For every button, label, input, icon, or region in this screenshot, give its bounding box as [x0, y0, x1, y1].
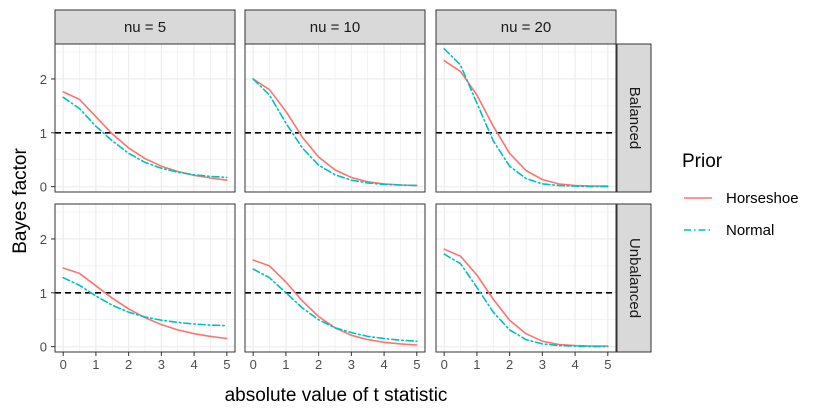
- legend-label-normal: Normal: [726, 222, 774, 239]
- x-tick-label: 2: [506, 357, 513, 372]
- strip-label-nu-5: nu = 5: [124, 19, 166, 36]
- series-line-horseshoe-balanced-nu-20: [443, 59, 609, 187]
- panel-border-balanced-nu-10: [244, 43, 426, 193]
- x-tick-label: 5: [413, 357, 420, 372]
- x-axis-title: absolute value of t statistic: [225, 385, 448, 406]
- strip-nu-10: [244, 9, 426, 45]
- legend-title: Prior: [682, 151, 723, 172]
- x-tick-label: 4: [571, 357, 578, 372]
- y-tick-label: 1: [40, 126, 47, 141]
- strip-label-unbalanced: Unbalanced: [626, 238, 643, 318]
- x-tick-label: 4: [190, 357, 197, 372]
- strip-balanced: [616, 43, 652, 193]
- x-tick-label: 3: [158, 357, 165, 372]
- x-tick-label: 1: [92, 357, 99, 372]
- series-line-horseshoe-balanced-nu-5: [62, 91, 228, 181]
- series-line-normal-unbalanced-nu-10: [252, 268, 418, 343]
- x-tick-label: 0: [250, 357, 257, 372]
- x-tick-label: 0: [441, 357, 448, 372]
- y-tick-label: 1: [40, 286, 47, 301]
- y-tick-label: 0: [40, 340, 47, 355]
- x-tick-label: 0: [60, 357, 67, 372]
- x-tick-label: 2: [125, 357, 132, 372]
- series-line-normal-balanced-nu-5: [62, 96, 228, 179]
- strip-label-nu-10: nu = 10: [310, 19, 360, 36]
- series-line-normal-unbalanced-nu-5: [62, 276, 228, 327]
- y-axis-title: Bayes factor: [10, 148, 31, 254]
- series-line-normal-balanced-nu-20: [443, 47, 609, 188]
- legend: Prior Horseshoe Normal: [682, 151, 799, 239]
- series-line-normal-unbalanced-nu-20: [443, 253, 609, 348]
- y-tick-label: 2: [40, 232, 47, 247]
- strip-label-nu-20: nu = 20: [501, 19, 551, 36]
- strip-unbalanced: [616, 203, 652, 353]
- x-tick-label: 5: [604, 357, 611, 372]
- panel-border-unbalanced-nu-5: [54, 203, 236, 353]
- panel-border-unbalanced-nu-10: [244, 203, 426, 353]
- series-line-normal-balanced-nu-10: [252, 78, 418, 187]
- strip-label-balanced: Balanced: [626, 87, 643, 150]
- x-tick-label: 1: [282, 357, 289, 372]
- x-tick-label: 2: [315, 357, 322, 372]
- x-tick-label: 5: [223, 357, 230, 372]
- x-tick-label: 1: [473, 357, 480, 372]
- x-tick-label: 3: [539, 357, 546, 372]
- legend-label-horseshoe: Horseshoe: [726, 190, 799, 207]
- panel-border-balanced-nu-5: [54, 43, 236, 193]
- y-tick-label: 0: [40, 180, 47, 195]
- x-tick-label: 3: [348, 357, 355, 372]
- x-tick-label: 4: [380, 357, 387, 372]
- strip-nu-20: [435, 9, 617, 45]
- panel-border-balanced-nu-20: [435, 43, 617, 193]
- panel-border-unbalanced-nu-20: [435, 203, 617, 353]
- y-tick-label: 2: [40, 72, 47, 87]
